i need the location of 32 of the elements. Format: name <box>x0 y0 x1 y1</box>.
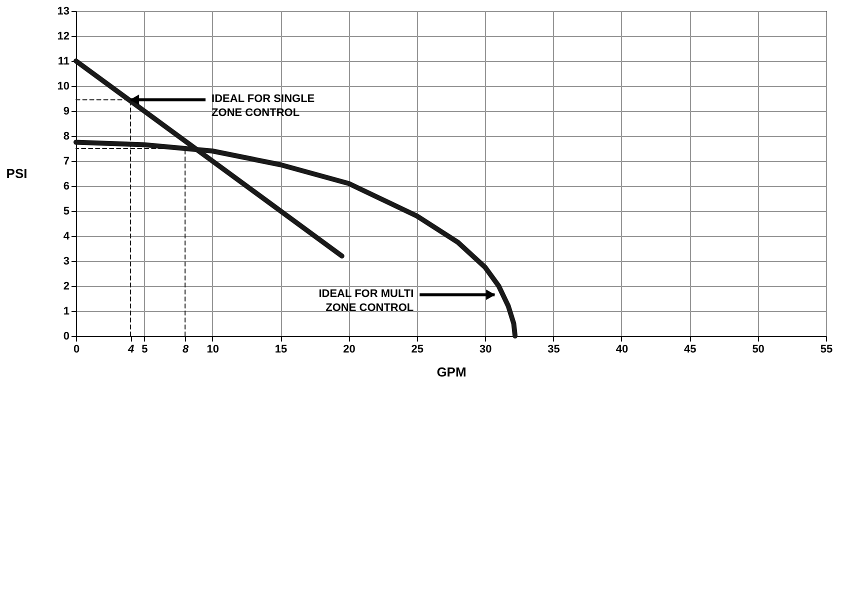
x-axis-title: GPM <box>436 364 466 380</box>
x-tick-label: 5 <box>142 344 148 356</box>
y-tick-label: 8 <box>63 130 70 142</box>
y-tick-label: 7 <box>63 156 70 168</box>
y-tick-label: 0 <box>63 330 70 342</box>
y-tick-label: 13 <box>57 6 70 18</box>
y-axis-title: PSI <box>6 166 28 181</box>
x-tick-label: 55 <box>820 344 833 356</box>
x-tick-label: 35 <box>548 344 560 356</box>
annotation: IDEAL FOR SINGLE ZONE CONTROL <box>212 92 315 119</box>
x-tick-label: 10 <box>206 344 219 356</box>
y-tick-label: 5 <box>63 206 70 218</box>
y-tick-label: 4 <box>63 230 70 242</box>
y-tick-label: 2 <box>63 280 70 292</box>
annotation: IDEAL FOR MULTI ZONE CONTROL <box>318 288 414 314</box>
y-tick-label: 9 <box>63 106 70 118</box>
y-tick-label: 3 <box>63 256 70 268</box>
y-tick-label: 11 <box>58 56 70 68</box>
x-tick-label: 0 <box>73 344 80 356</box>
x-tick-label: 20 <box>343 344 356 356</box>
x-tick-label: 30 <box>479 344 492 356</box>
x-tick-label: 50 <box>752 344 764 356</box>
y-tick-label: 1 <box>63 306 70 318</box>
x-tick-label: 15 <box>274 344 288 356</box>
y-tick-label: 6 <box>63 180 70 192</box>
x-tick-label: 40 <box>616 344 628 356</box>
x-tick-label: 8 <box>182 344 190 356</box>
x-tick-label: 45 <box>684 344 696 356</box>
x-tick-label: 4 <box>126 344 134 356</box>
x-tick-label: 25 <box>411 344 424 356</box>
y-tick-label: 12 <box>57 30 70 42</box>
y-tick-label: 10 <box>57 80 70 92</box>
